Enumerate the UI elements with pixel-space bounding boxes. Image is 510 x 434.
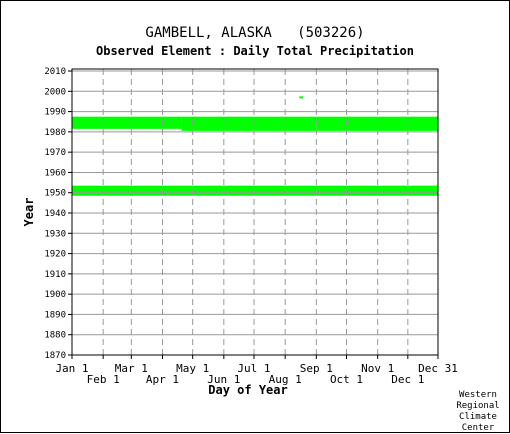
y-axis-label: Year [22,198,36,227]
observation-bar [181,116,255,131]
observation-bar [316,116,438,131]
y-tick-label: 1900 [44,290,66,300]
x-tick-label: Dec 1 [391,373,424,386]
y-tick-label: 1890 [44,310,66,320]
y-tick-label: 1930 [44,229,66,239]
y-tick-label: 1960 [44,168,66,178]
observation-bar [72,185,438,196]
credit-line: Western [459,390,497,400]
chart-subtitle: Observed Element : Daily Total Precipita… [96,44,414,58]
y-tick-label: 1940 [44,209,66,219]
y-axis: 1870 1880 1890 1900 1910 1920 1930 1940 1950 1960… [44,67,72,361]
plot-area [71,68,439,356]
chart-title: GAMBELL, ALASKA (503226) [145,25,365,41]
x-tick-label: Jan 1 [55,362,88,375]
x-axis-label: Day of Year [208,383,287,397]
y-tick-label: 1950 [44,189,66,199]
x-tick-label: Apr 1 [146,373,179,386]
x-tick-label: May 1 [176,362,209,375]
x-tick-label: Jul 1 [237,362,270,375]
observation-bar [299,96,304,99]
x-tick-label: Sep 1 [300,362,333,375]
credit-line: Regional [456,401,500,411]
credit-line: Center [461,423,495,433]
y-tick-label: 1920 [44,250,66,260]
y-tick-label: 1870 [44,351,66,361]
credit-line: Climate [459,412,497,422]
y-tick-label: 1970 [44,148,66,158]
x-tick-label: Dec 31 [418,362,458,375]
y-tick-label: 1990 [44,108,66,118]
observation-bar [255,116,317,131]
x-tick-label: Nov 1 [361,362,394,375]
x-tick-label: Aug 1 [269,373,302,386]
y-tick-label: 1980 [44,128,66,138]
y-tick-label: 2010 [44,67,66,77]
x-tick-label: Feb 1 [87,373,120,386]
y-tick-label: 1910 [44,270,66,280]
wrcc-credit: Western Regional Climate Center [452,390,504,434]
grid-lines [72,69,438,355]
observation-bar [72,116,182,129]
x-tick-label: Mar 1 [115,362,148,375]
x-axis: Jan 1 Mar 1 May 1 Jul 1 Sep 1 Nov 1 Dec 31 Feb … [55,355,458,386]
y-tick-label: 1880 [44,331,66,341]
y-tick-label: 2000 [44,87,66,97]
x-tick-label: Oct 1 [330,373,363,386]
x-tick-label: Jun 1 [207,373,240,386]
